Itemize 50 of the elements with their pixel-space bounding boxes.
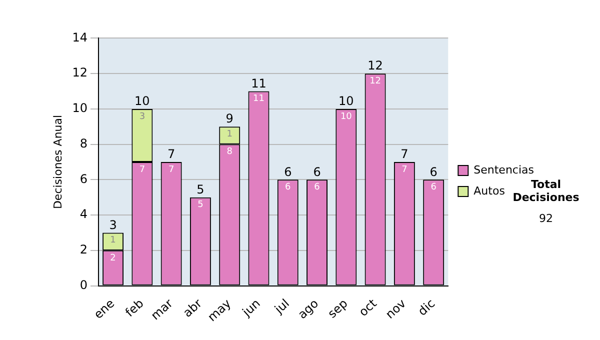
total-label: 6 xyxy=(313,164,321,179)
data-label: 1 xyxy=(110,236,116,246)
y-tick-label: 6 xyxy=(80,172,88,186)
x-tick-label: nov xyxy=(382,296,409,322)
data-label: 6 xyxy=(430,182,437,193)
data-label: 7 xyxy=(139,164,146,175)
y-axis-title: Decisiones Anual xyxy=(51,114,64,210)
y-tick-label: 0 xyxy=(80,278,88,292)
x-tick-label: dic xyxy=(415,296,438,318)
data-label: 12 xyxy=(370,76,382,86)
y-tick-label: 10 xyxy=(72,101,88,116)
total-label: 6 xyxy=(430,164,438,179)
data-label: 3 xyxy=(139,112,146,122)
data-label: 7 xyxy=(402,164,408,175)
data-label: 11 xyxy=(253,94,264,104)
legend-label: Autos xyxy=(474,184,506,198)
x-tick-label: sep xyxy=(325,296,350,321)
y-tick-label: 12 xyxy=(72,66,88,80)
y-tick-label: 8 xyxy=(80,136,88,150)
x-tick-label: jul xyxy=(271,296,292,317)
data-label: 10 xyxy=(340,112,352,122)
x-tick-label: feb xyxy=(122,296,146,320)
x-tick-label: abr xyxy=(180,296,205,320)
total-label: 3 xyxy=(109,218,117,232)
x-tick-label: jun xyxy=(238,296,263,320)
total-label: 12 xyxy=(368,58,383,73)
total-label: 7 xyxy=(168,147,176,162)
x-tick-label: ago xyxy=(295,296,322,322)
total-label: 5 xyxy=(196,182,204,196)
total-label: 6 xyxy=(284,164,292,179)
total-label: 11 xyxy=(251,76,266,90)
y-tick-label: 4 xyxy=(80,207,88,222)
data-label: 7 xyxy=(168,164,174,175)
data-label: 1 xyxy=(226,129,232,140)
x-tick-label: ene xyxy=(91,296,118,322)
total-label: 10 xyxy=(134,94,150,108)
data-label: 2 xyxy=(110,253,116,264)
data-label: 5 xyxy=(198,200,204,210)
data-label: 6 xyxy=(285,182,292,193)
total-label: 10 xyxy=(338,94,354,108)
x-tick-label: oct xyxy=(356,296,380,320)
data-label: 6 xyxy=(314,182,320,193)
total-label: 7 xyxy=(400,147,408,162)
y-tick-label: 14 xyxy=(72,30,88,44)
data-label: 8 xyxy=(226,147,233,158)
legend-label: Sentencias xyxy=(474,163,534,176)
total-label: 9 xyxy=(226,112,234,126)
text: 92 xyxy=(538,212,554,225)
text: Total Decisiones xyxy=(512,178,580,204)
y-tick-label: 2 xyxy=(80,242,88,257)
